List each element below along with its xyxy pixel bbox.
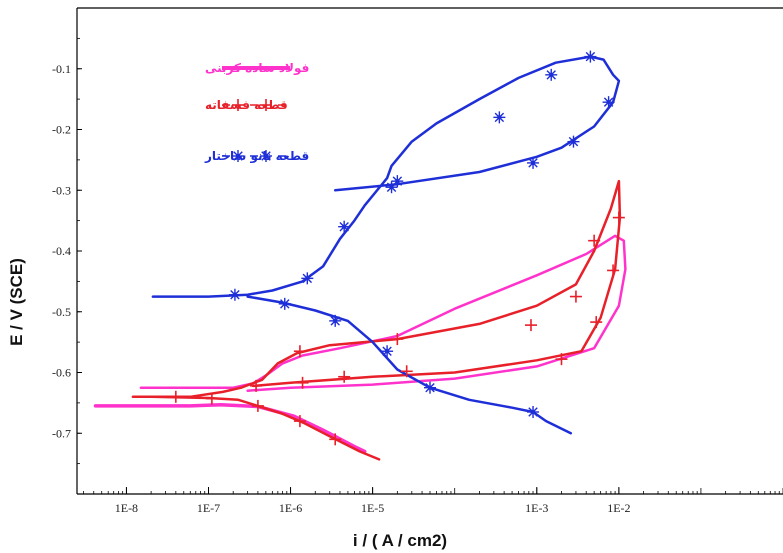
- star-core: [389, 185, 394, 190]
- star-marker: [278, 297, 291, 310]
- star-core: [571, 139, 576, 144]
- star-core: [530, 409, 536, 415]
- plus-marker: [391, 333, 404, 346]
- plus-marker: [250, 379, 263, 392]
- star-core: [588, 54, 593, 59]
- plus-marker: [400, 365, 413, 378]
- plus-marker: [293, 345, 306, 358]
- legend-star-marker: [232, 150, 244, 162]
- y-axis-title: E / V (SCE): [7, 258, 26, 346]
- star-marker: [545, 68, 558, 81]
- star-marker: [527, 156, 540, 169]
- star-core: [549, 72, 554, 78]
- plus-marker: [590, 316, 603, 329]
- axis-layer: -0.1 -0.2 -0.3 -0.4 -0.5 -0.6 -0.7 1E-8 1E-7 1E-6…: [52, 7, 783, 515]
- x-axis-title: i / ( A / cm2): [353, 531, 447, 550]
- y-tick-label: -0.2: [52, 123, 71, 137]
- series-line-3: [131, 179, 622, 399]
- star-marker: [329, 314, 342, 327]
- star-core: [395, 178, 400, 184]
- star-marker: [338, 220, 351, 233]
- marker-layer: [169, 50, 625, 446]
- y-tick-label: -0.7: [52, 426, 71, 440]
- x-tick-label: 1E-6: [279, 501, 302, 515]
- plus-marker: [588, 234, 601, 247]
- x-tick-label: 1E-5: [361, 501, 384, 515]
- plus-marker: [607, 264, 620, 277]
- plus-marker: [569, 290, 582, 303]
- star-core: [263, 153, 269, 159]
- y-tick-label: -0.3: [52, 183, 71, 197]
- star-core: [530, 160, 536, 166]
- series-line-2: [149, 395, 381, 461]
- star-core: [305, 276, 310, 281]
- star-marker: [527, 405, 540, 418]
- plus-marker: [524, 319, 537, 332]
- plus-marker: [205, 392, 218, 405]
- y-tick-label: -0.1: [52, 62, 71, 76]
- star-marker: [424, 381, 436, 394]
- plus-marker: [612, 211, 625, 224]
- plus-marker: [555, 353, 568, 366]
- plus-marker: [169, 390, 182, 403]
- legend-plus-marker: [232, 99, 244, 111]
- x-tick-label: 1E-7: [197, 501, 220, 515]
- plus-marker: [329, 433, 342, 446]
- y-tick-label: -0.5: [52, 305, 71, 319]
- star-marker: [567, 135, 580, 148]
- star-marker: [228, 288, 241, 301]
- plus-marker: [338, 370, 351, 383]
- legend-star-marker: [260, 150, 272, 162]
- star-core: [341, 224, 347, 229]
- star-core: [232, 292, 238, 297]
- x-tick-label: 1E-3: [525, 501, 548, 515]
- plus-marker: [251, 399, 264, 412]
- legend-swatch: [222, 99, 286, 111]
- star-core: [282, 301, 287, 307]
- y-tick-label: -0.6: [52, 366, 71, 380]
- star-core: [427, 385, 433, 390]
- plus-marker: [293, 415, 306, 428]
- legend-swatch: [222, 150, 286, 162]
- star-core: [497, 115, 502, 120]
- x-tick-label: 1E-8: [115, 501, 138, 515]
- star-marker: [602, 96, 615, 109]
- star-core: [235, 153, 241, 159]
- legend-plus-marker: [260, 99, 272, 111]
- star-marker: [391, 175, 404, 188]
- star-marker: [381, 345, 394, 358]
- star-marker: [584, 50, 597, 63]
- star-marker: [493, 111, 506, 124]
- legend-label: قطعه فسفاته: [205, 98, 288, 112]
- star-core: [333, 318, 338, 324]
- star-core: [606, 99, 611, 105]
- plus-marker: [296, 376, 309, 389]
- x-tick-label: 1E-2: [607, 501, 630, 515]
- star-marker: [301, 272, 314, 285]
- y-tick-label: -0.4: [52, 244, 71, 258]
- star-core: [384, 349, 390, 354]
